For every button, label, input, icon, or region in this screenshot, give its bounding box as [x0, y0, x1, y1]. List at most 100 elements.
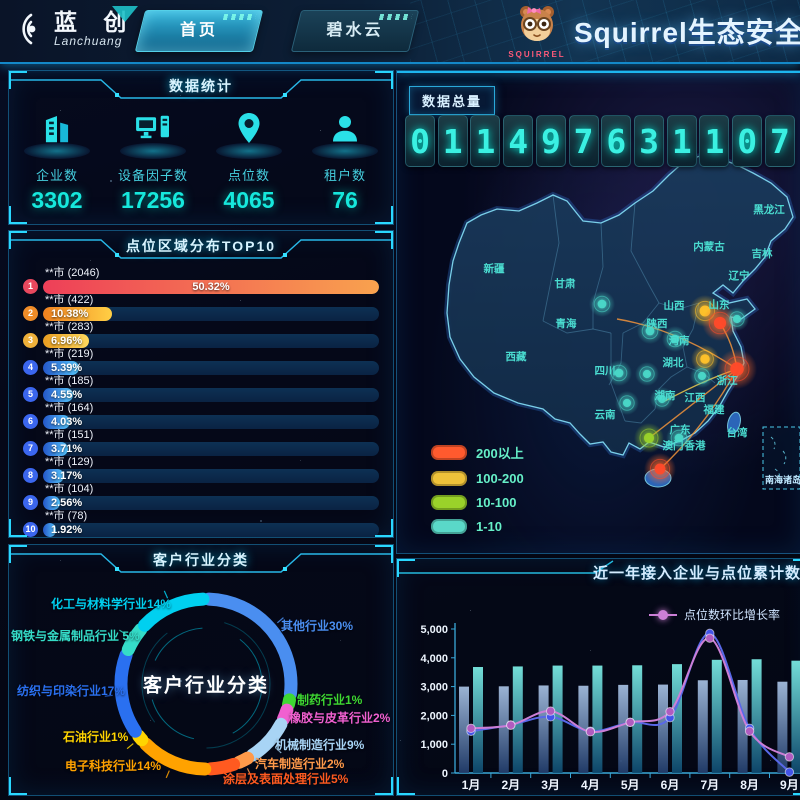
bar-bar-series-2	[711, 659, 722, 773]
province-label: 澳门	[663, 439, 684, 452]
top10-item-label: **市 (185)	[45, 375, 94, 387]
donut-svg	[104, 590, 306, 785]
top10-bar-row: 6 4.03%	[23, 414, 379, 429]
top10-bar-row: 2 10.38%	[23, 306, 379, 321]
device-icon	[105, 109, 201, 161]
user-icon	[297, 109, 393, 161]
x-tick-label: 1月	[462, 778, 481, 792]
bar-fill	[43, 333, 90, 348]
stats-row: 企业数 3302 设备因子数 17256 点位数 4065 租户数 76	[9, 105, 393, 214]
top10-item-6: **市 (164) 6 4.03%	[23, 402, 379, 429]
bar-bar-series-2	[473, 667, 483, 773]
donut-label: 制药行业1%	[297, 693, 363, 707]
bar-fill	[43, 414, 70, 429]
marker-点位数环比增长率	[545, 706, 556, 716]
top10-item-5: **市 (185) 5 4.55%	[23, 375, 379, 402]
stat-user: 租户数 76	[297, 109, 393, 214]
y-tick-label: 1,000	[420, 739, 448, 751]
bar-track: 10.38%	[43, 306, 379, 321]
province-label: 香港	[684, 439, 706, 452]
bar-track: 5.39%	[43, 360, 379, 375]
percent-label: 3.71%	[51, 442, 83, 455]
donut-center-label: 客户行业分类	[142, 675, 270, 697]
donut-segment	[282, 693, 296, 711]
heat-spot-min	[635, 362, 659, 386]
bar-bar-series-2	[672, 664, 682, 773]
percent-label: 10.38%	[51, 307, 89, 320]
stat-label: 点位数	[227, 168, 270, 183]
top10-item-1: **市 (2046) 1 50.32%	[23, 267, 379, 294]
donut-label: 其他行业30%	[281, 619, 354, 633]
marker-点位数环比增长率	[585, 727, 596, 737]
rank-badge: 3	[23, 333, 38, 348]
app-title: Squirrel生态安全云平台	[574, 17, 800, 48]
building-icon	[9, 109, 105, 161]
marker-点位数环比增长率	[466, 723, 476, 734]
stat-value: 3302	[31, 187, 83, 213]
legend-label: 点位数环比增长率	[683, 608, 780, 622]
province-label: 内蒙古	[693, 240, 725, 253]
top10-bar-row: 8 3.17%	[23, 468, 379, 483]
donut-label: 汽车制造行业2%	[255, 757, 345, 771]
top-header: 蓝 创 Lanchuang 首页 碧水云 SQUIRREL Squirrel生态安…	[0, 0, 800, 64]
legend-item-2: 100-200	[431, 471, 524, 486]
rank-badge: 9	[23, 495, 38, 510]
bar-bar-series-1	[618, 684, 629, 773]
donut-label: 机械制造行业9%	[275, 738, 365, 752]
legend-label: 1-10	[476, 519, 503, 534]
bar-track: 2.56%	[43, 495, 379, 510]
province-label: 河南	[669, 334, 690, 347]
donut-segment	[202, 592, 298, 701]
legend-swatch	[431, 471, 467, 486]
counter-digit-1: 0	[405, 115, 435, 167]
percent-label: 50.32%	[192, 280, 230, 293]
top10-item-10: **市 (78) 10 1.92%	[23, 510, 379, 537]
stat-device: 设备因子数 17256	[105, 109, 201, 214]
province-label: 新疆	[484, 262, 505, 275]
tab-2[interactable]: 碧水云	[290, 10, 420, 52]
tab-label: 碧水云	[326, 22, 384, 39]
rank-badge: 8	[23, 468, 38, 483]
chart-legend-item-1[interactable]: 点位数环比增长率	[648, 606, 780, 623]
bar-bar-series-1	[697, 680, 708, 773]
bar-fill	[43, 522, 56, 537]
top10-item-label: **市 (164)	[45, 402, 94, 414]
top10-bar-row: 3 6.96%	[23, 333, 379, 348]
donut-label: 化工与材料学行业14%	[51, 597, 172, 611]
legend-label: 200以上	[476, 446, 524, 461]
bow-icon	[527, 7, 541, 14]
heat-spot-min	[589, 291, 615, 317]
counter-digit-11: 0	[732, 115, 763, 167]
x-tick-label: 2月	[501, 778, 520, 792]
tab-1[interactable]: 首页	[134, 10, 264, 52]
percent-label: 2.56%	[51, 496, 83, 509]
donut-label: 橡胶与皮革行业2%	[289, 711, 391, 725]
x-tick-label: 7月	[700, 778, 719, 792]
rank-badge: 6	[23, 414, 38, 429]
counter-digit-9: 1	[666, 115, 697, 167]
bar-track: 6.96%	[43, 333, 379, 348]
donut-segment	[204, 757, 241, 776]
stat-location-pin: 点位数 4065	[201, 109, 297, 214]
heat-spot-high	[644, 453, 676, 485]
legend-item-3: 10-100	[431, 495, 524, 510]
top10-bar-row: 9 2.56%	[23, 495, 379, 510]
map-legend: 200以上 100-200 10-100 1-10	[431, 443, 524, 543]
line-点位数环比增长率	[470, 637, 790, 758]
bar-bar-series-1	[658, 684, 668, 773]
province-label: 台湾	[727, 426, 748, 439]
bar-bar-series-1	[538, 685, 549, 773]
bar-fill	[43, 306, 113, 321]
panel-monthly-chart: 近一年接入企业与点位累计数 点位数环比增长率 0 1,000 2,000 3,000 4…	[396, 558, 800, 796]
heat-spot-high	[717, 349, 757, 389]
top10-item-2: **市 (422) 2 10.38%	[23, 294, 379, 321]
bar-track: 3.71%	[43, 441, 379, 456]
panel-header: 点位区域分布TOP10	[9, 231, 393, 265]
panel-header: 客户行业分类	[9, 545, 393, 579]
province-label: 湖北	[663, 356, 684, 369]
icon-glow	[120, 143, 186, 159]
header-triangle-decor	[112, 6, 138, 22]
heat-spot-min	[725, 307, 749, 331]
marker-点位数环比增长率	[506, 720, 516, 730]
legend-swatch	[431, 445, 467, 460]
